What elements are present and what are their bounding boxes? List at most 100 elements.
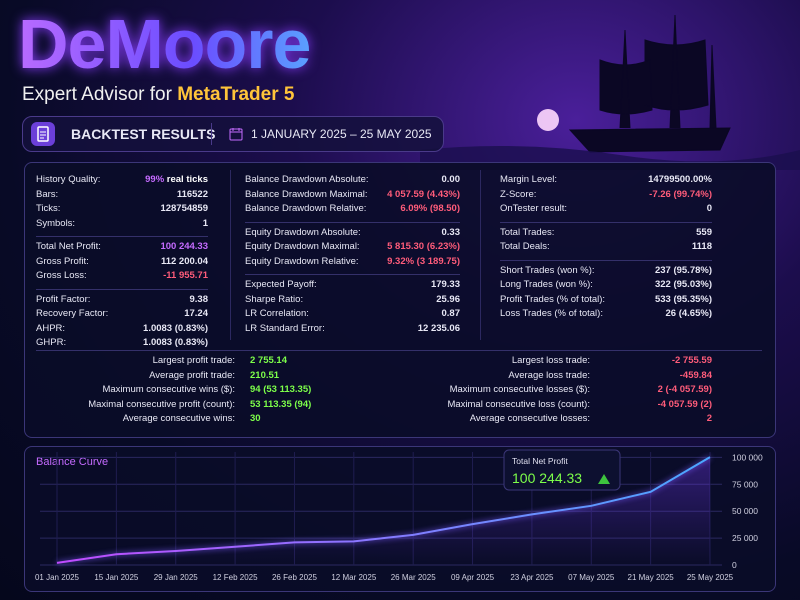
stat-label: Sharpe Ratio: xyxy=(245,293,304,305)
trade-label: Maximal consecutive profit (count): xyxy=(88,398,235,410)
y-tick-label: 25 000 xyxy=(732,533,758,543)
stat-value: 1.0083 (0.83%) xyxy=(143,337,208,348)
stat-value: 128754859 xyxy=(160,203,208,214)
stat-value: 99% real ticks xyxy=(145,174,208,185)
title: DeMoore xyxy=(18,5,311,83)
stat-row: Gross Profit: 112 200.04 xyxy=(36,255,208,270)
subtitle: Expert Advisor for MetaTrader 5 xyxy=(22,84,294,106)
trade-label: Maximum consecutive wins ($): xyxy=(102,384,235,395)
trade-value: 2 755.14 xyxy=(250,355,287,366)
x-tick-label: 21 May 2025 xyxy=(628,573,675,582)
stat-row: AHPR: 1.0083 (0.83%) xyxy=(36,322,208,337)
stat-value: 1.0083 (0.83%) xyxy=(143,322,208,334)
stat-row: Bars: 116522 xyxy=(36,188,208,203)
stat-value: 533 (95.35%) xyxy=(654,293,712,305)
stat-value: 25.96 xyxy=(436,293,460,305)
stats-column: Margin Level: 14799500.00% Z-Score: -7.26 (… xyxy=(500,170,712,327)
stat-label: Gross Profit: xyxy=(36,255,89,267)
banner: BACKTEST RESULTS 1 JANUARY 2025 – 25 MAY… xyxy=(22,116,444,152)
y-tick-label: 50 000 xyxy=(732,506,758,516)
x-tick-label: 29 Jan 2025 xyxy=(154,573,199,582)
trade-value: -4 057.59 (2) xyxy=(657,398,712,410)
x-tick-label: 12 Mar 2025 xyxy=(331,573,376,582)
badge-value: 100 244.33 xyxy=(512,470,582,486)
stat-label: Z-Score: xyxy=(500,188,537,200)
stats-group: Expected Payoff: 179.33 Sharpe Ratio: 25.96… xyxy=(245,274,460,341)
stat-label: Total Deals: xyxy=(500,241,550,252)
stat-row: GHPR: 1.0083 (0.83%) xyxy=(36,336,208,351)
banner-title: BACKTEST RESULTS xyxy=(71,126,216,142)
divider xyxy=(211,123,212,145)
stat-label: Balance Drawdown Absolute: xyxy=(245,174,369,185)
stat-value: 112 200.04 xyxy=(160,255,208,267)
x-tick-label: 26 Mar 2025 xyxy=(391,573,436,582)
stat-row: Equity Drawdown Absolute: 0.33 xyxy=(245,226,460,241)
trade-value: -459.84 xyxy=(679,369,712,381)
stat-label: Equity Drawdown Absolute: xyxy=(245,226,361,238)
stat-label: LR Correlation: xyxy=(245,308,309,319)
stats-column: Balance Drawdown Absolute: 0.00 Balance Dr… xyxy=(245,170,460,341)
y-tick-label: 0 xyxy=(732,560,737,570)
trade-value: 210.51 xyxy=(250,369,280,381)
stat-row: Expected Payoff: 179.33 xyxy=(245,278,460,293)
stat-label: Total Trades: xyxy=(500,226,555,238)
stats-group: Equity Drawdown Absolute: 0.33 Equity Draw… xyxy=(245,221,460,275)
stat-row: Balance Drawdown Maximal: 4 057.59 (4.43%… xyxy=(245,188,460,203)
stat-label: OnTester result: xyxy=(500,203,568,214)
stat-note: real ticks xyxy=(166,174,208,185)
trade-label: Largest profit trade: xyxy=(152,355,235,366)
stat-row: Ticks: 128754859 xyxy=(36,202,208,217)
stat-value: 12 235.06 xyxy=(417,322,460,334)
x-tick-label: 07 May 2025 xyxy=(568,573,615,582)
trade-label: Maximal consecutive loss (count): xyxy=(447,398,590,410)
stats-panel xyxy=(24,162,776,438)
stat-row: Balance Drawdown Absolute: 0.00 xyxy=(245,173,460,188)
stat-value: 1118 xyxy=(691,241,712,252)
stat-label: LR Standard Error: xyxy=(245,322,325,334)
stat-value: 17.24 xyxy=(184,308,208,319)
stat-row: Balance Drawdown Relative: 6.09% (98.50) xyxy=(245,202,460,217)
trade-label: Maximum consecutive losses ($): xyxy=(449,384,590,395)
trade-value: -2 755.59 xyxy=(671,355,712,366)
x-tick-label: 25 May 2025 xyxy=(687,573,734,582)
stat-value: 26 (4.65%) xyxy=(665,308,712,319)
stat-row: Equity Drawdown Maximal: 5 815.30 (6.23%) xyxy=(245,240,460,255)
x-tick-label: 15 Jan 2025 xyxy=(94,573,139,582)
report-icon xyxy=(31,122,55,146)
stats-group: Margin Level: 14799500.00% Z-Score: -7.26 (… xyxy=(500,170,712,222)
stat-row: Sharpe Ratio: 25.96 xyxy=(245,293,460,308)
x-tick-label: 23 Apr 2025 xyxy=(510,573,554,582)
stat-row: Total Deals: 1118 xyxy=(500,240,712,255)
stat-value: 6.09% (98.50) xyxy=(400,203,460,214)
balance-line xyxy=(56,456,711,564)
trade-value: 53 113.35 (94) xyxy=(250,398,312,410)
platform: MetaTrader 5 xyxy=(177,84,295,105)
trade-value: 2 xyxy=(706,413,712,424)
stats-column: History Quality: 99% real ticks Bars: 11652… xyxy=(36,170,208,356)
stat-row: Total Net Profit: 100 244.33 xyxy=(36,240,208,255)
stat-label: Profit Factor: xyxy=(36,293,91,305)
stat-value: 179.33 xyxy=(430,279,460,290)
area xyxy=(57,457,710,565)
stat-value: 4 057.59 (4.43%) xyxy=(387,188,460,200)
stat-label: Balance Drawdown Relative: xyxy=(245,203,367,214)
stat-label: AHPR: xyxy=(36,322,66,334)
stat-value: 0 xyxy=(706,203,712,214)
stat-row: Short Trades (won %): 237 (95.78%) xyxy=(500,264,712,279)
trade-value: 30 xyxy=(250,413,261,424)
column-divider xyxy=(230,170,231,340)
stats-group: Profit Factor: 9.38 Recovery Factor: 17.24 A… xyxy=(36,288,208,356)
stat-label: Equity Drawdown Maximal: xyxy=(245,241,360,252)
stat-value: 9.38 xyxy=(189,293,209,305)
stat-value: 116522 xyxy=(176,188,208,200)
stat-row: Profit Factor: 9.38 xyxy=(36,293,208,308)
stat-value: 237 (95.78%) xyxy=(654,264,712,276)
stat-value: 9.32% (3 189.75) xyxy=(387,255,460,267)
stats-group: Balance Drawdown Absolute: 0.00 Balance Dr… xyxy=(245,170,460,222)
stats-group: Total Net Profit: 100 244.33 Gross Profit:… xyxy=(36,236,208,289)
x-tick-label: 01 Jan 2025 xyxy=(35,573,80,582)
trade-label: Average consecutive losses: xyxy=(469,413,590,424)
stat-row: History Quality: 99% real ticks xyxy=(36,173,208,188)
